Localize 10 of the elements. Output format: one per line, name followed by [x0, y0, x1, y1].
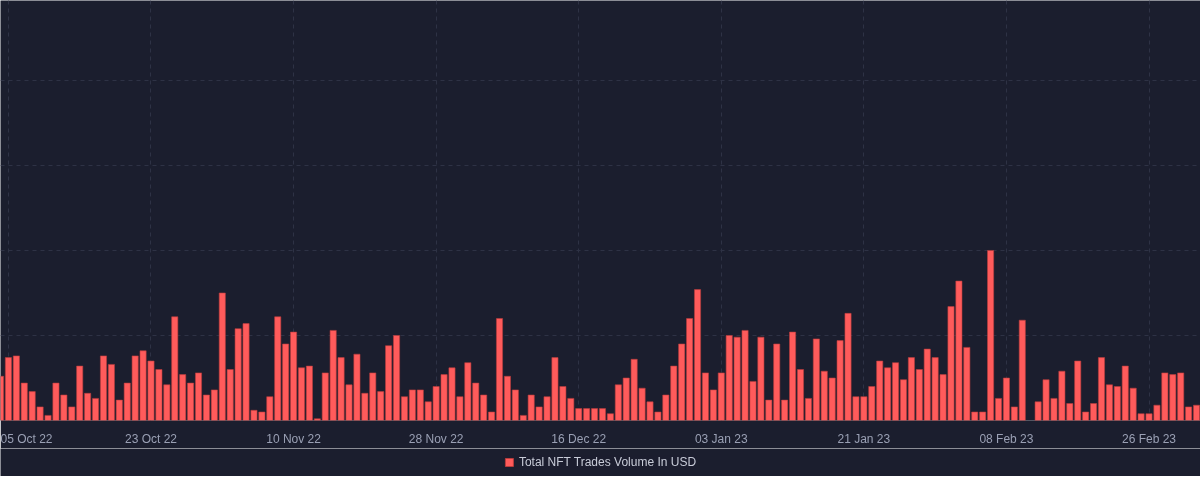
x-tick-label: 08 Feb 23: [979, 431, 1034, 446]
x-tick-label: 10 Nov 22: [266, 431, 322, 446]
x-tick-label: 16 Dec 22: [551, 431, 607, 446]
x-tick-label: 03 Jan 23: [694, 431, 748, 446]
x-tick-label: 28 Nov 22: [408, 431, 464, 446]
x-tick-label: 26 Feb 23: [1121, 431, 1177, 446]
x-tick-label: 23 Oct 22: [124, 431, 178, 446]
legend-label: Total NFT Trades Volume In USD: [518, 455, 697, 469]
x-tick-label: 05 Oct 22: [0, 431, 53, 446]
x-tick-label: 21 Jan 23: [837, 431, 891, 446]
